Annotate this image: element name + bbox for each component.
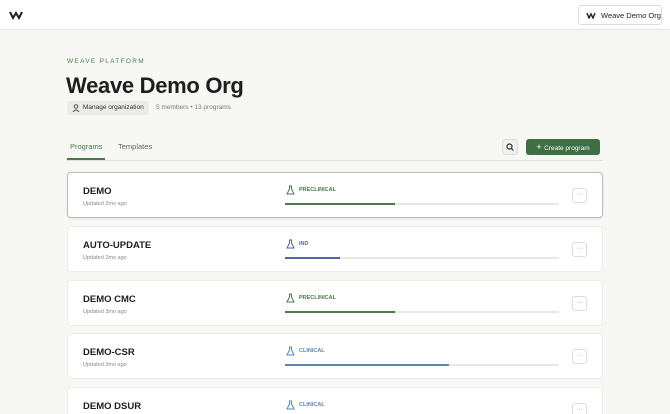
tab[interactable]: Programs <box>70 142 103 151</box>
create-button[interactable]: + Create program <box>526 139 600 155</box>
more-button[interactable]: ··· <box>572 403 587 414</box>
org-button-label: Weave Demo Org <box>601 10 661 20</box>
progress-track <box>285 311 559 313</box>
progress-fill <box>285 257 340 259</box>
program-updated: Updated 2mo ago <box>83 255 127 261</box>
progress-fill <box>285 311 395 313</box>
program-card[interactable]: AUTO-UPDATE Updated 2mo ago IND ··· <box>67 226 603 272</box>
progress-fill <box>285 203 395 205</box>
tab[interactable]: Templates <box>118 142 153 151</box>
stage-icon <box>286 293 295 303</box>
program-name: DEMO CMC <box>83 294 136 305</box>
progress-track <box>285 364 559 366</box>
program-name: AUTO-UPDATE <box>83 240 152 251</box>
stage-label: PRECLINICAL <box>299 187 336 193</box>
program-updated: Updated 3mo ago <box>83 309 127 315</box>
manage-button[interactable]: Manage organization <box>67 101 149 115</box>
more-button[interactable]: ··· <box>572 242 587 257</box>
program-updated: Updated 2mo ago <box>83 201 127 207</box>
create-label: Create program <box>544 145 590 152</box>
stage-label: IND <box>299 241 309 247</box>
more-button[interactable]: ··· <box>572 296 587 311</box>
more-button[interactable]: ··· <box>572 188 587 203</box>
program-updated: Updated 3mo ago <box>83 362 127 368</box>
top-bar: Weave Demo Org <box>0 0 670 30</box>
logo <box>9 11 23 20</box>
stage-label: CLINICAL <box>299 402 325 408</box>
stage-icon <box>286 346 295 356</box>
tab-underline <box>67 158 105 160</box>
stage-icon <box>286 239 295 249</box>
stage-label: CLINICAL <box>299 348 325 354</box>
stage-icon <box>286 400 295 410</box>
program-card[interactable]: DEMO Updated 2mo ago PRECLINICAL ··· <box>67 172 603 218</box>
program-name: DEMO-CSR <box>83 347 135 358</box>
progress-track <box>285 257 559 259</box>
program-name: DEMO DSUR <box>83 401 142 412</box>
stage-label: PRECLINICAL <box>299 295 336 301</box>
program-card[interactable]: DEMO CMC Updated 3mo ago PRECLINICAL ··· <box>67 280 603 326</box>
search-button[interactable] <box>502 139 518 155</box>
progress-fill <box>285 364 450 366</box>
org-meta: 5 members • 13 programs <box>156 104 231 111</box>
page-title: Weave Demo Org <box>66 73 244 98</box>
progress-track <box>285 203 559 205</box>
program-card[interactable]: DEMO-CSR Updated 3mo ago CLINICAL ··· <box>67 333 603 379</box>
manage-label: Manage organization <box>83 104 144 111</box>
eyebrow: WEAVE PLATFORM <box>67 58 145 65</box>
program-name: DEMO <box>83 186 112 197</box>
tab-divider <box>67 160 603 161</box>
stage-icon <box>286 185 295 195</box>
org-button[interactable]: Weave Demo Org <box>578 5 662 25</box>
more-button[interactable]: ··· <box>572 349 587 364</box>
